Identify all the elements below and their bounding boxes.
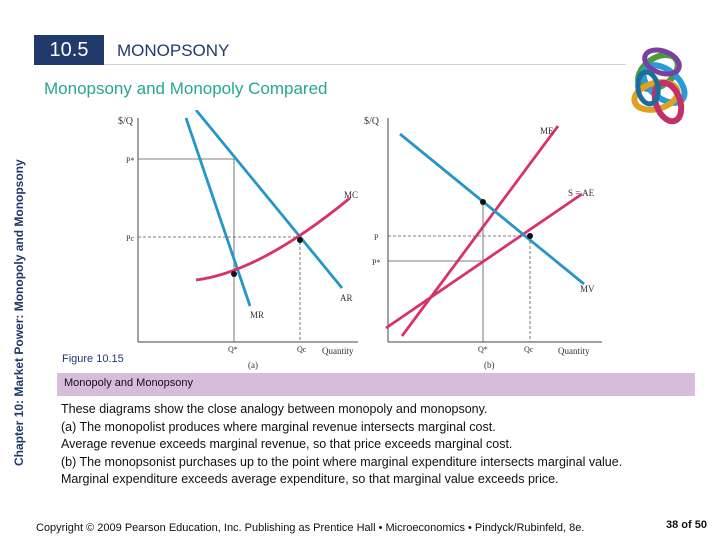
section-title: MONOPSONY [117, 41, 230, 60]
label-mr: MR [250, 310, 264, 320]
s-ae-curve [385, 192, 583, 330]
point-a-mr-mc [231, 271, 237, 277]
xlabel-b: Quantity [558, 346, 590, 356]
xtick-a-qstar: Q* [228, 345, 238, 354]
caption-line: Average revenue exceeds marginal revenue… [61, 437, 513, 451]
ylabel-a: $/Q [118, 116, 134, 127]
ar-curve [194, 110, 344, 289]
point-b-me-mv [480, 199, 486, 205]
mv-curve [399, 132, 585, 286]
header-divider [104, 64, 626, 65]
chart-monopsony: $/Q Quantity (b) P P* Q* Qc ME S = AE MV [364, 116, 602, 370]
ytick-a-pc: Pc [126, 234, 134, 243]
label-ar: AR [340, 293, 353, 303]
slide-subtitle: Monopsony and Monopoly Compared [44, 79, 328, 98]
xtick-b-qstar: Q* [478, 345, 488, 354]
mr-curve [184, 117, 252, 307]
ylabel-b: $/Q [364, 116, 380, 127]
rings-logo-icon [631, 47, 688, 125]
chart-monopoly: $/Q Quantity (a) P* Pc Q* Qc MC AR MR [118, 110, 358, 370]
ytick-a-pstar: P* [126, 156, 134, 165]
figure-caption: These diagrams show the close analogy be… [61, 401, 711, 489]
caption-line: (b) The monopsonist purchases up to the … [61, 454, 623, 469]
chapter-sidebar-text: Chapter 10: Market Power: Monopoly and M… [12, 159, 26, 466]
ytick-b-pstar: P* [372, 258, 380, 267]
caption-line: Marginal expenditure exceeds average exp… [61, 472, 559, 486]
label-s-ae: S = AE [568, 188, 595, 198]
xtick-a-qc: Qc [297, 345, 307, 354]
point-a-ar-mc [297, 237, 303, 243]
caption-line: These diagrams show the close analogy be… [61, 402, 488, 416]
mc-curve [195, 196, 351, 282]
section-number: 10.5 [34, 35, 104, 65]
me-curve [400, 125, 560, 337]
xtick-b-qc: Qc [524, 345, 534, 354]
label-me: ME [540, 126, 554, 136]
caption-line: (a) The monopolist produces where margin… [61, 419, 496, 434]
page-number: 38 of 50 [666, 519, 707, 531]
panel-label-a: (a) [248, 360, 258, 370]
panel-label-b: (b) [484, 360, 495, 370]
figure-label: Figure 10.15 [62, 353, 124, 365]
xlabel-a: Quantity [322, 346, 354, 356]
figure-title: Monopoly and Monopsony [64, 377, 194, 389]
ytick-b-p: P [374, 233, 379, 242]
label-mv: MV [580, 284, 595, 294]
copyright-footer: Copyright © 2009 Pearson Education, Inc.… [36, 522, 585, 534]
point-b-ae-mv [527, 233, 533, 239]
label-mc: MC [344, 190, 358, 200]
figure-title-band [57, 373, 695, 396]
